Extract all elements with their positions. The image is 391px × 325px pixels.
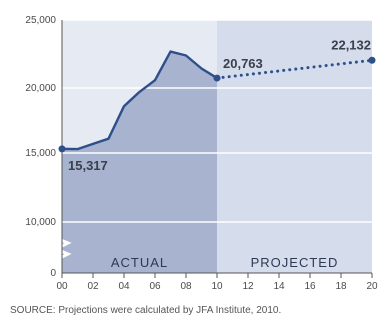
x-tick-label: 00 [56,281,68,292]
y-tick-label: 20,000 [25,83,56,94]
actual-area [62,51,217,273]
data-point [368,56,376,64]
projected-region [217,20,372,273]
x-tick-label: 04 [118,281,130,292]
x-tick-label: 06 [149,281,161,292]
x-tick-label: 08 [180,281,192,292]
x-tick-label: 18 [335,281,347,292]
projected-region-label: PROJECTED [251,255,339,270]
x-tick-label: 12 [242,281,254,292]
x-tick-label: 02 [87,281,99,292]
source-note: SOURCE: Projections were calculated by J… [10,305,282,316]
x-tick-label: 14 [273,281,285,292]
actual-region-label: ACTUAL [111,255,168,270]
data-label: 22,132 [331,37,371,52]
x-tick-label: 16 [304,281,316,292]
y-tick-label: 0 [50,268,56,279]
y-tick-label: 10,000 [25,217,56,228]
data-label: 15,317 [68,158,108,173]
axis-break-mark [52,236,72,262]
projected-line [215,58,374,80]
actual-line [61,50,218,151]
data-point [213,74,221,82]
y-tick-label: 25,000 [25,15,56,26]
x-tick-label: 20 [366,281,378,292]
data-label: 20,763 [223,56,263,71]
x-tick-label: 10 [211,281,223,292]
data-point [58,145,66,153]
y-tick-label: 15,000 [25,148,56,159]
